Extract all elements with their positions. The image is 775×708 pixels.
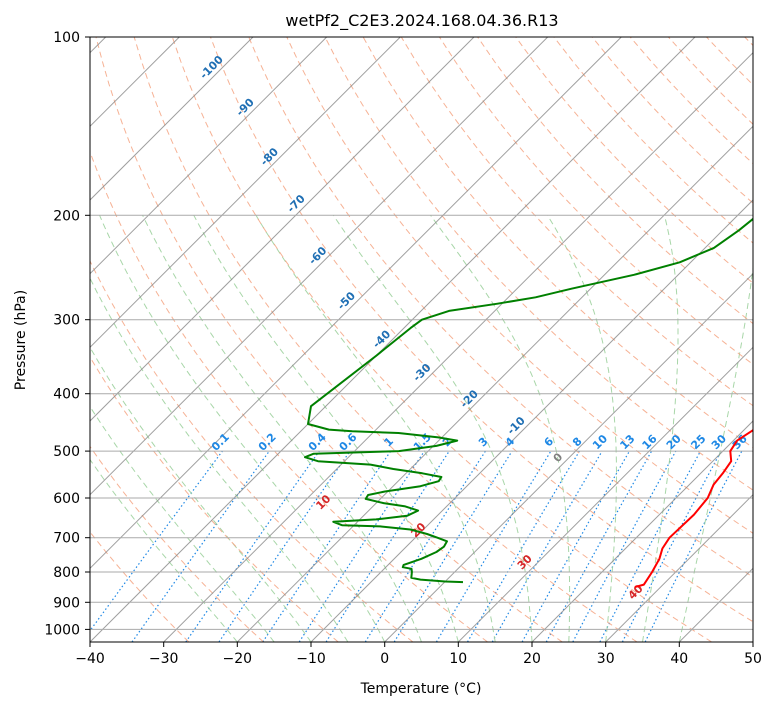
dry-adiabat-line bbox=[515, 37, 753, 284]
x-axis-ticks: −40 −30 −20 −10 0 10 20 30 40 50 bbox=[75, 642, 762, 667]
dry-adiabats bbox=[90, 37, 753, 642]
dry-adiabat-line bbox=[171, 37, 712, 642]
isotherm-line bbox=[90, 37, 696, 642]
isotherm-line bbox=[90, 37, 328, 275]
y-tick-label: 1000 bbox=[44, 622, 80, 638]
dewpoint-profile-line bbox=[304, 217, 753, 584]
profile-series bbox=[304, 217, 753, 588]
isotherm-line bbox=[531, 420, 753, 642]
mixing-ratio-line bbox=[262, 450, 392, 642]
y-tick-label: 100 bbox=[53, 30, 80, 46]
isotherm-line bbox=[457, 346, 753, 642]
y-tick-label: 700 bbox=[53, 531, 80, 547]
mixing-ratio-line bbox=[90, 450, 223, 632]
isotherm-line bbox=[90, 37, 254, 201]
moist-adiabat-line bbox=[90, 405, 275, 642]
x-tick-label: −30 bbox=[149, 651, 179, 667]
x-tick-label: −20 bbox=[223, 651, 253, 667]
moist-adiabat-line bbox=[99, 215, 386, 642]
x-tick-label: 30 bbox=[597, 651, 615, 667]
dry-adiabat-line bbox=[90, 445, 264, 642]
isotherm-line bbox=[90, 37, 475, 422]
mixing-ratio-lines bbox=[90, 450, 743, 642]
dry-adiabat-line bbox=[248, 37, 753, 578]
x-tick-label: 0 bbox=[380, 651, 389, 667]
moist-adiabat-line bbox=[142, 215, 422, 642]
x-tick-label: 50 bbox=[744, 651, 762, 667]
pressure-gridlines bbox=[90, 37, 753, 630]
mixing-ratio-line bbox=[572, 450, 677, 642]
moist-adiabats bbox=[90, 215, 753, 642]
dry-adiabat-line bbox=[90, 356, 339, 642]
mixing-ratio-line bbox=[545, 450, 653, 642]
x-tick-label: 20 bbox=[523, 651, 541, 667]
mixing-ratio-line bbox=[298, 450, 425, 642]
dry-adiabat-line bbox=[286, 37, 753, 534]
moist-adiabat-line bbox=[332, 215, 533, 642]
x-axis-label: Temperature (°C) bbox=[360, 681, 482, 697]
isotherm-line bbox=[90, 37, 622, 570]
plot-frame bbox=[89, 36, 754, 643]
dry-adiabat-line bbox=[133, 37, 638, 642]
mixing-ratio-line bbox=[644, 450, 743, 642]
temperature-profile-line bbox=[634, 428, 753, 588]
moist-adiabat-line bbox=[90, 277, 349, 642]
y-tick-label: 900 bbox=[53, 595, 80, 611]
moist-adiabat-line bbox=[90, 458, 238, 642]
mixing-ratio-line bbox=[185, 450, 320, 642]
dry-adiabat-line bbox=[210, 37, 753, 623]
chart-title: wetPf2_C2E3.2024.168.04.36.R13 bbox=[285, 11, 558, 31]
x-tick-label: 10 bbox=[449, 651, 467, 667]
mixing-ratio-line bbox=[218, 450, 351, 642]
mixing-ratio-line bbox=[325, 450, 450, 642]
isotherm-line bbox=[90, 37, 401, 349]
y-tick-label: 500 bbox=[53, 444, 80, 460]
isotherm-line bbox=[90, 37, 549, 496]
y-tick-label: 200 bbox=[53, 208, 80, 224]
y-tick-label: 400 bbox=[53, 387, 80, 403]
mixing-ratio-line bbox=[393, 450, 513, 642]
moist-adiabat-line bbox=[642, 215, 679, 642]
isotherms bbox=[90, 37, 753, 642]
x-tick-label: 40 bbox=[670, 651, 688, 667]
y-tick-label: 300 bbox=[53, 313, 80, 329]
moist-adiabat-line bbox=[678, 264, 753, 642]
y-axis-ticks: 100 200 300 400 500 600 700 800 900 1000 bbox=[44, 30, 90, 638]
isotherm-line bbox=[310, 199, 753, 642]
y-axis-label: Pressure (hPa) bbox=[13, 290, 29, 390]
isotherm-line bbox=[163, 51, 753, 642]
isotherm-line bbox=[605, 493, 753, 642]
dry-adiabat-line bbox=[90, 259, 414, 642]
mixing-ratio-line bbox=[521, 450, 631, 642]
dry-adiabat-line bbox=[324, 37, 753, 491]
moist-adiabat-line bbox=[547, 215, 617, 642]
y-tick-label: 600 bbox=[53, 491, 80, 507]
y-tick-label: 800 bbox=[53, 565, 80, 581]
mixing-ratio-line bbox=[131, 450, 270, 642]
moist-adiabat-line bbox=[90, 346, 312, 642]
moist-adiabat-line bbox=[430, 215, 571, 642]
isotherm-line bbox=[384, 272, 753, 642]
x-tick-label: −10 bbox=[296, 651, 326, 667]
x-tick-label: −40 bbox=[75, 651, 105, 667]
dry-adiabat-line bbox=[95, 37, 563, 642]
moist-adiabat-line bbox=[193, 215, 459, 642]
isotherm-line bbox=[236, 125, 753, 642]
